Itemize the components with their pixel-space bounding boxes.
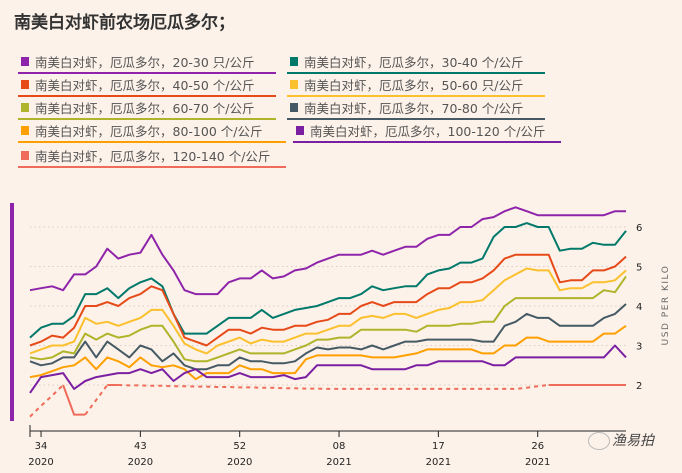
wechat-icon bbox=[588, 432, 610, 450]
x-tick-year: 2021 bbox=[426, 457, 451, 468]
x-tick-week: 26 bbox=[531, 441, 544, 452]
series-line bbox=[29, 222, 627, 339]
chart-title: 南美白对虾前农场厄瓜多尔； bbox=[14, 13, 235, 33]
legend-label: 南美白对虾，厄瓜多尔，40-50 个/公斤 bbox=[35, 78, 255, 93]
series-line-dashed bbox=[118, 384, 549, 390]
x-tick-year: 2020 bbox=[227, 457, 252, 468]
y-tick-label: 3 bbox=[636, 342, 642, 353]
legend-swatch bbox=[21, 103, 29, 112]
legend-label: 南美白对虾，厄瓜多尔，30-40 个/公斤 bbox=[304, 55, 524, 70]
legend-label: 南美白对虾，厄瓜多尔，20-30 只/公斤 bbox=[35, 55, 255, 70]
series-line bbox=[62, 384, 86, 416]
legend-item[interactable]: 南美白对虾，厄瓜多尔，50-60 只/公斤 bbox=[287, 75, 545, 97]
series-line bbox=[29, 324, 627, 381]
legend-item[interactable]: 南美白对虾，厄瓜多尔，80-100 个/公斤 bbox=[18, 121, 286, 143]
series-line bbox=[29, 267, 627, 355]
x-tick-week: 43 bbox=[134, 441, 147, 452]
x-tick-week: 08 bbox=[333, 441, 346, 452]
legend-label: 南美白对虾，厄瓜多尔，100-120 个/公斤 bbox=[310, 124, 546, 139]
x-tick-week: 34 bbox=[35, 441, 48, 452]
legend-swatch bbox=[21, 126, 29, 135]
series-line-dashed bbox=[29, 384, 64, 418]
x-tick-week: 17 bbox=[432, 441, 445, 452]
legend-label: 南美白对虾，厄瓜多尔，70-80 个/公斤 bbox=[304, 101, 524, 116]
accent-bar bbox=[10, 203, 14, 421]
x-tick-week: 52 bbox=[233, 441, 246, 452]
legend-item[interactable]: 南美白对虾，厄瓜多尔，120-140 个/公斤 bbox=[18, 146, 286, 168]
x-tick-year: 2020 bbox=[28, 457, 53, 468]
series-line bbox=[29, 253, 627, 347]
legend-swatch bbox=[21, 80, 29, 89]
y-tick-label: 2 bbox=[636, 381, 642, 392]
legend-swatch bbox=[21, 151, 29, 160]
legend-label: 南美白对虾，厄瓜多尔，120-140 个/公斤 bbox=[35, 149, 271, 164]
legend-swatch bbox=[21, 57, 29, 66]
series-line-dashed bbox=[84, 384, 109, 416]
legend-label: 南美白对虾，厄瓜多尔，80-100 个/公斤 bbox=[35, 124, 263, 139]
legend-swatch bbox=[290, 57, 298, 66]
legend-label: 南美白对虾，厄瓜多尔，50-60 只/公斤 bbox=[304, 78, 524, 93]
series-line bbox=[29, 206, 626, 296]
x-tick-year: 2021 bbox=[525, 457, 550, 468]
legend-item[interactable]: 南美白对虾，厄瓜多尔，60-70 个/公斤 bbox=[18, 98, 276, 120]
legend-label: 南美白对虾，厄瓜多尔，60-70 个/公斤 bbox=[35, 101, 255, 116]
legend-item[interactable]: 南美白对虾，厄瓜多尔，70-80 个/公斤 bbox=[287, 98, 545, 120]
legend-swatch bbox=[290, 80, 298, 89]
series-line bbox=[29, 303, 627, 371]
legend-swatch bbox=[296, 126, 304, 135]
y-tick-label: 6 bbox=[636, 223, 642, 234]
legend-item[interactable]: 南美白对虾，厄瓜多尔，30-40 个/公斤 bbox=[287, 52, 545, 74]
y-axis-label: USD PER KILO bbox=[661, 265, 671, 346]
series-line bbox=[29, 344, 627, 394]
y-tick-label: 4 bbox=[636, 302, 642, 313]
x-tick-year: 2021 bbox=[326, 457, 351, 468]
watermark: 渔易拍 bbox=[612, 433, 654, 449]
series-line bbox=[29, 275, 627, 363]
y-tick-label: 5 bbox=[636, 263, 642, 274]
legend-item[interactable]: 南美白对虾，厄瓜多尔，100-120 个/公斤 bbox=[293, 121, 561, 143]
x-tick-year: 2020 bbox=[128, 457, 153, 468]
legend-item[interactable]: 南美白对虾，厄瓜多尔，40-50 个/公斤 bbox=[18, 75, 276, 97]
legend-item[interactable]: 南美白对虾，厄瓜多尔，20-30 只/公斤 bbox=[18, 52, 276, 74]
legend-swatch bbox=[290, 103, 298, 112]
